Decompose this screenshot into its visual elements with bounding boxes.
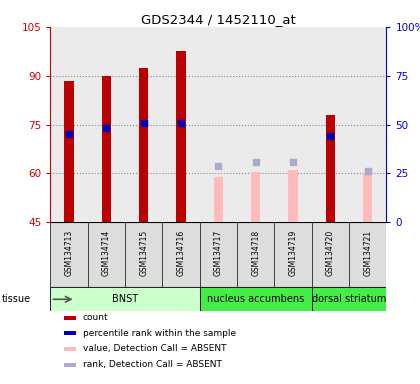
Bar <box>214 177 223 222</box>
Text: value, Detection Call = ABSENT: value, Detection Call = ABSENT <box>83 344 226 354</box>
Bar <box>176 51 186 222</box>
Text: rank, Detection Call = ABSENT: rank, Detection Call = ABSENT <box>83 360 221 369</box>
Text: tissue: tissue <box>2 294 31 304</box>
Bar <box>312 27 349 222</box>
Text: BNST: BNST <box>112 294 138 304</box>
Text: GSM134713: GSM134713 <box>65 230 73 276</box>
Text: GSM134721: GSM134721 <box>363 230 372 276</box>
Text: GSM134720: GSM134720 <box>326 230 335 276</box>
Bar <box>274 27 312 222</box>
Bar <box>237 27 274 222</box>
Bar <box>50 287 200 311</box>
Text: GSM134715: GSM134715 <box>139 230 148 276</box>
Text: GSM134717: GSM134717 <box>214 230 223 276</box>
Bar <box>102 76 111 222</box>
Title: GDS2344 / 1452110_at: GDS2344 / 1452110_at <box>141 13 296 26</box>
Bar <box>64 331 76 335</box>
Bar <box>64 81 74 222</box>
Bar <box>200 27 237 222</box>
Text: dorsal striatum: dorsal striatum <box>312 294 386 304</box>
Bar <box>312 287 386 311</box>
Bar <box>50 27 88 222</box>
Bar <box>139 68 148 222</box>
Bar <box>363 174 373 222</box>
Text: percentile rank within the sample: percentile rank within the sample <box>83 329 236 338</box>
Text: GSM134719: GSM134719 <box>289 230 297 276</box>
Text: GSM134716: GSM134716 <box>176 230 186 276</box>
Bar <box>349 27 386 222</box>
Text: nucleus accumbens: nucleus accumbens <box>207 294 304 304</box>
Bar <box>64 316 76 319</box>
Text: count: count <box>83 313 108 322</box>
Bar <box>289 170 298 222</box>
Bar <box>88 27 125 222</box>
Bar <box>64 347 76 351</box>
Text: GSM134718: GSM134718 <box>251 230 260 276</box>
Bar <box>200 287 312 311</box>
Bar <box>64 362 76 367</box>
Bar <box>163 27 200 222</box>
Text: GSM134714: GSM134714 <box>102 230 111 276</box>
Bar <box>125 27 163 222</box>
Bar <box>251 172 260 222</box>
Bar <box>326 115 335 222</box>
